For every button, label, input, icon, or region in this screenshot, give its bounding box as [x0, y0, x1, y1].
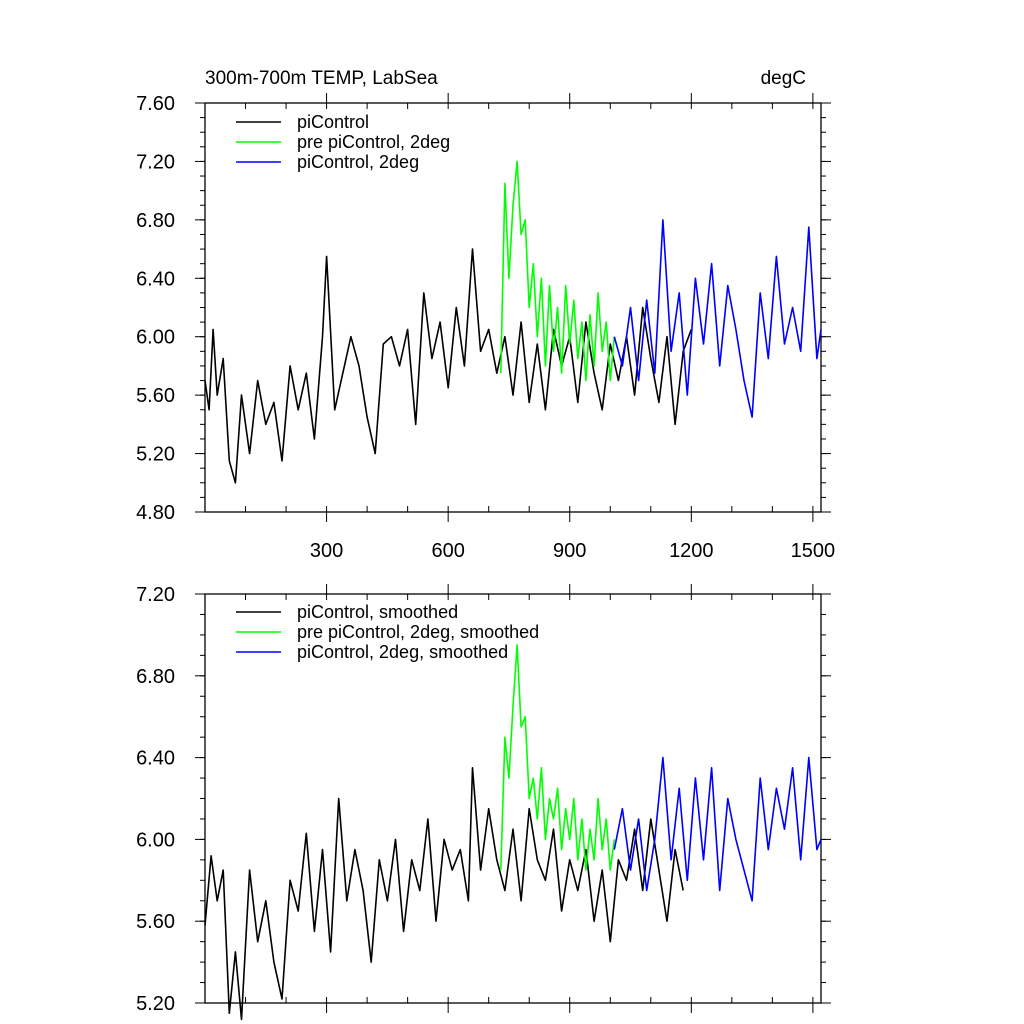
units-label: degC: [761, 68, 806, 89]
y-tick-label: 6.40: [136, 268, 175, 290]
y-tick-label: 6.80: [136, 210, 175, 232]
series-line-1: [204, 766, 684, 1021]
series-line-1: [204, 248, 693, 484]
series-line-3: [613, 219, 822, 418]
y-tick-label: 5.60: [136, 911, 175, 933]
legend-label: pre piControl, 2deg, smoothed: [297, 622, 539, 642]
top-panel: 300 600 900 1200 1500 4.80 5.20 5.60 6.00 6.40 6.8…: [136, 93, 835, 562]
x-tick-label: 300: [310, 540, 343, 562]
legend-label: pre piControl, 2deg: [297, 132, 450, 152]
y-tick-label: 5.60: [136, 385, 175, 407]
y-tick-label: 4.80: [136, 502, 175, 524]
series-line-3: [613, 756, 822, 902]
legend-label: piControl, smoothed: [297, 602, 458, 622]
y-tick-label: 6.00: [136, 829, 175, 851]
x-tick-label: 600: [431, 540, 464, 562]
y-tick-label: 5.20: [136, 993, 175, 1015]
y-tick-label: 7.20: [136, 151, 175, 173]
chart-title: 300m-700m TEMP, LabSea: [205, 68, 438, 89]
y-tick-label: 6.40: [136, 748, 175, 770]
x-tick-label: 1500: [791, 540, 836, 562]
bottom-panel: 5.20 5.60 6.00 6.40 6.80 7.20 piControl, smoot…: [136, 584, 831, 1021]
legend-label: piControl, 2deg, smoothed: [297, 642, 508, 662]
y-tick-label: 6.00: [136, 327, 175, 349]
y-tick-label: 6.80: [136, 666, 175, 688]
legend-label: piControl: [297, 112, 369, 132]
y-tick-label: 7.60: [136, 93, 175, 115]
x-tick-label: 1200: [669, 540, 714, 562]
legend-label: piControl, 2deg: [297, 152, 419, 172]
y-tick-label: 7.20: [136, 584, 175, 606]
series-line-2: [500, 160, 616, 382]
x-tick-label: 900: [553, 540, 586, 562]
series-line-2: [500, 644, 616, 871]
y-tick-label: 5.20: [136, 444, 175, 466]
